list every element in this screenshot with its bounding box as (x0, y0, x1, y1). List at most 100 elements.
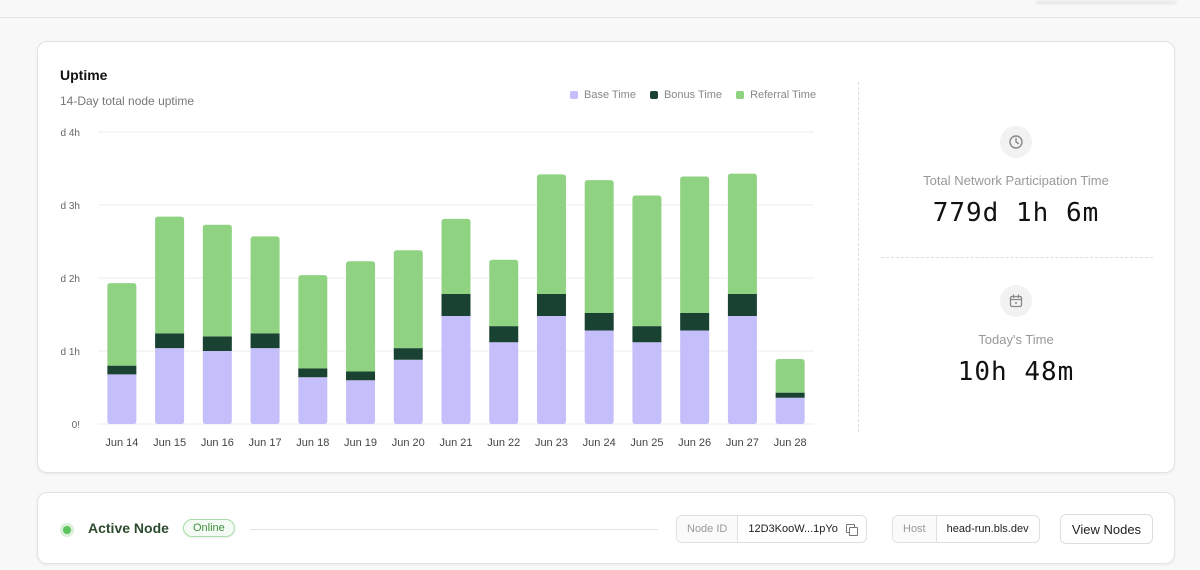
host-field: Host head-run.bls.dev (892, 515, 1040, 543)
node-separator-line (250, 529, 658, 530)
today-time-value: 10h 48m (957, 357, 1075, 387)
bar-segment-bonus-time (107, 365, 137, 375)
bar-segment-referral-time (680, 176, 710, 314)
bar-segment-base-time (489, 342, 519, 424)
bar-segment-referral-time (155, 216, 185, 334)
bar-segment-base-time (584, 330, 614, 424)
bar-segment-referral-time (775, 359, 805, 393)
legend-swatch-referral (736, 91, 745, 99)
legend-item-referral[interactable]: Referral Time (736, 89, 816, 101)
today-time-stat: Today's Time 10h 48m (878, 285, 1154, 387)
bar-segment-referral-time (346, 261, 376, 372)
bar-segment-bonus-time (775, 392, 805, 398)
view-nodes-button[interactable]: View Nodes (1060, 514, 1153, 544)
legend-label-base: Base Time (584, 89, 636, 101)
x-tick-label: Jun 14 (105, 437, 138, 449)
bar-segment-bonus-time (250, 333, 280, 349)
legend-label-referral: Referral Time (750, 89, 817, 101)
bar-segment-bonus-time (155, 333, 185, 349)
y-tick-label: d 1h (61, 347, 80, 358)
bar-segment-bonus-time (632, 326, 662, 343)
stats-divider (858, 82, 859, 432)
status-dot (60, 523, 74, 537)
bar-segment-base-time (346, 380, 376, 424)
chart-legend: Base Time Bonus Time Referral Time (570, 89, 816, 101)
legend-swatch-base (570, 91, 578, 99)
x-tick-label: Jun 21 (439, 437, 472, 449)
x-tick-label: Jun 27 (726, 437, 759, 449)
legend-label-bonus: Bonus Time (663, 89, 723, 101)
bar-segment-base-time (107, 374, 137, 424)
x-tick-label: Jun 25 (630, 437, 663, 449)
copy-icon[interactable] (845, 524, 858, 536)
bar-segment-referral-time (202, 224, 232, 337)
uptime-title: Uptime (60, 67, 108, 83)
bar-segment-bonus-time (393, 348, 423, 360)
bar-segment-base-time (202, 351, 232, 424)
bar-segment-bonus-time (346, 371, 376, 381)
top-bar-menu-edge (1036, 0, 1176, 2)
bar-segment-referral-time (107, 283, 137, 366)
stat-divider (881, 257, 1153, 258)
y-tick-label: d 2h (61, 274, 80, 285)
bar-segment-base-time (155, 348, 185, 424)
bar-segment-referral-time (298, 275, 328, 369)
bar-segment-bonus-time (441, 294, 471, 316)
bar-segment-referral-time (632, 195, 662, 327)
x-tick-label: Jun 20 (392, 437, 425, 449)
node-id-value-wrap: 12D3KooW...1pYo (738, 516, 866, 542)
legend-item-base[interactable]: Base Time (570, 89, 636, 101)
bar-segment-base-time (250, 348, 280, 424)
top-bar (0, 0, 1200, 18)
uptime-subtitle: 14-Day total node uptime (60, 94, 195, 108)
y-tick-label: d 3h (61, 201, 80, 212)
bar-segment-referral-time (250, 236, 280, 334)
total-participation-label: Total Network Participation Time (923, 173, 1109, 188)
bar-segment-base-time (727, 315, 757, 424)
status-dot-inner (63, 526, 71, 534)
x-tick-label: Jun 18 (296, 437, 329, 449)
node-id-label: Node ID (677, 516, 739, 542)
x-tick-label: Jun 19 (344, 437, 377, 449)
bar-segment-base-time (632, 342, 662, 424)
total-participation-stat: Total Network Participation Time 779d 1h… (878, 126, 1154, 228)
bar-segment-base-time (393, 359, 423, 424)
x-tick-label: Jun 26 (678, 437, 711, 449)
today-time-label: Today's Time (978, 332, 1054, 347)
bar-segment-referral-time (536, 174, 566, 295)
x-tick-label: Jun 22 (487, 437, 520, 449)
x-tick-label: Jun 23 (535, 437, 568, 449)
bar-segment-referral-time (489, 259, 519, 327)
bar-segment-referral-time (441, 218, 471, 295)
bar-segment-bonus-time (584, 313, 614, 331)
bar-segment-bonus-time (680, 313, 710, 331)
y-tick-label: d 4h (61, 128, 80, 139)
active-node-card: Active Node Online Node ID 12D3KooW...1p… (37, 492, 1175, 564)
uptime-chart: 0! d 1h d 2h d 3h d 4h Jun 14 Jun 15 Jun 16 Jun … (61, 128, 814, 449)
bar-segment-base-time (298, 377, 328, 424)
host-value: head-run.bls.dev (946, 523, 1029, 535)
x-tick-label: Jun 15 (153, 437, 186, 449)
active-node-title: Active Node (88, 520, 169, 536)
x-tick-label: Jun 24 (583, 437, 616, 449)
host-value-wrap: head-run.bls.dev (937, 516, 1039, 542)
bar-segment-base-time (775, 397, 805, 424)
clock-icon (1000, 126, 1032, 158)
bar-segment-bonus-time (727, 294, 757, 316)
bar-segment-bonus-time (536, 294, 566, 316)
status-badge: Online (183, 519, 235, 537)
calendar-icon (1000, 285, 1032, 317)
node-id-value: 12D3KooW...1pYo (748, 523, 838, 535)
bar-segment-base-time (680, 330, 710, 424)
legend-item-bonus[interactable]: Bonus Time (649, 89, 723, 101)
legend-swatch-bonus (649, 91, 658, 99)
x-tick-label: Jun 28 (774, 437, 807, 449)
x-tick-label: Jun 17 (249, 437, 282, 449)
bar-segment-bonus-time (298, 368, 328, 378)
host-label: Host (893, 516, 937, 542)
bar-segment-base-time (441, 315, 471, 424)
bar-segment-base-time (536, 315, 566, 424)
x-tick-label: Jun 16 (201, 437, 234, 449)
bar-segment-bonus-time (202, 336, 232, 351)
y-tick-label: 0! (72, 420, 80, 431)
